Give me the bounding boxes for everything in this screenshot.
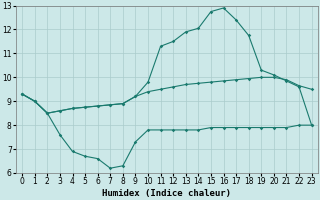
X-axis label: Humidex (Indice chaleur): Humidex (Indice chaleur) — [102, 189, 231, 198]
